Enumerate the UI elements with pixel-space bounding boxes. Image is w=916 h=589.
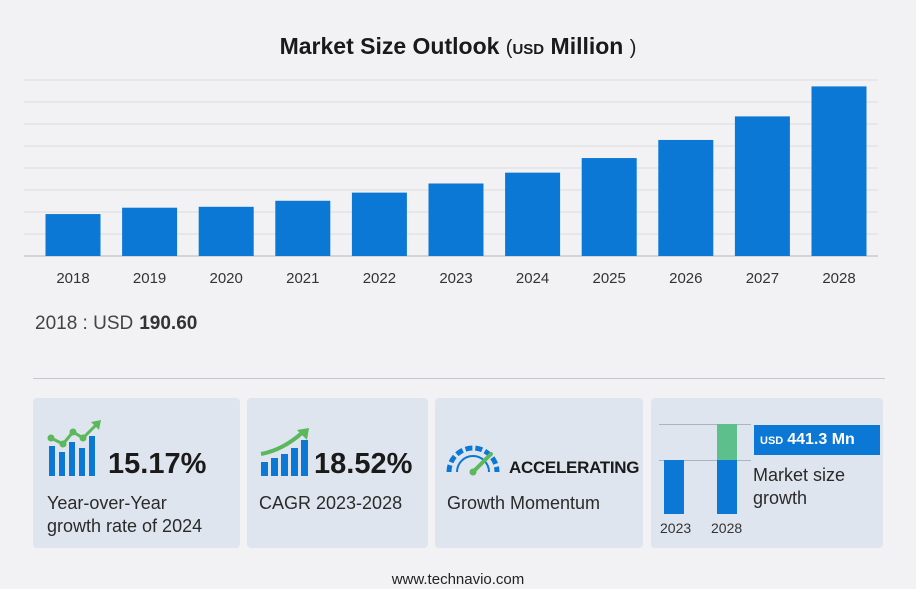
x-tick-label-2028: 2028 [822, 270, 855, 287]
bar-2023 [664, 460, 684, 514]
bar-2024 [505, 172, 561, 256]
yoy-value: 15.17% [108, 448, 207, 480]
bar-2020 [198, 206, 254, 256]
year-start-label: 2023 [660, 520, 692, 536]
cagr-label: CAGR 2023-2028 [259, 493, 403, 513]
yoy-line1: Year-over-Year [47, 493, 167, 513]
x-tick-label-2024: 2024 [516, 270, 549, 287]
momentum-value: ACCELERATING [509, 458, 640, 477]
base-year-label: 2018 : USD [35, 313, 134, 334]
title-close-paren: ) [629, 37, 637, 59]
x-tick-label-2022: 2022 [363, 270, 396, 287]
bar-2028-base [717, 460, 737, 514]
bar-2018 [45, 214, 101, 256]
market-growth-card: 2023 2028 USD 441.3 Mn Market size growth [651, 398, 883, 548]
bar-2026 [658, 139, 714, 256]
title-main: Market Size Outlook [279, 33, 500, 59]
title-unit-prefix: USD [512, 41, 545, 58]
divider [33, 378, 885, 379]
bar-2027 [734, 116, 790, 256]
speedometer-icon [446, 445, 500, 476]
base-guide-line [659, 460, 751, 461]
yoy-line2: growth rate of 2024 [47, 516, 203, 536]
base-year-value: 190.60 [139, 313, 198, 334]
title-open-paren: ( [505, 37, 513, 59]
x-tick-label-2020: 2020 [210, 270, 243, 287]
bar-2023 [428, 183, 484, 256]
base-year-info: 2018 : USD 190.60 [35, 313, 197, 335]
momentum-card: ACCELERATING Growth Momentum [435, 398, 643, 548]
market-growth-line1: Market size [753, 465, 846, 485]
bar-chart: 2018 2019 2020 2021 2022 2023 2024 2025 2026 2027… [24, 79, 878, 287]
x-tick-label-2026: 2026 [669, 270, 702, 287]
bar-2028-growth [717, 424, 737, 460]
growth-chart-icon [47, 420, 101, 476]
x-tick-label-2027: 2027 [746, 270, 779, 287]
yoy-card: 15.17% Year-over-Year growth rate of 202… [33, 398, 240, 548]
bar-2022 [351, 192, 407, 256]
year-end-label: 2028 [711, 520, 743, 536]
growth-value-badge: USD 441.3 Mn [754, 425, 880, 455]
momentum-label: Growth Momentum [447, 493, 601, 513]
growth-value: 441.3 Mn [787, 431, 855, 448]
chart-title: Market Size Outlook (USD Million ) [0, 33, 916, 60]
top-guide-line [659, 424, 751, 425]
bar-2025 [581, 158, 637, 256]
x-tick-label-2019: 2019 [133, 270, 166, 287]
growth-unit-prefix: USD [760, 435, 784, 447]
market-growth-line2: growth [753, 488, 808, 508]
x-tick-label-2025: 2025 [593, 270, 626, 287]
bar-2028 [811, 86, 867, 256]
x-tick-label-2023: 2023 [439, 270, 472, 287]
x-tick-label-2018: 2018 [56, 270, 89, 287]
cagr-card: 18.52% CAGR 2023-2028 [247, 398, 428, 548]
title-unit: Million [550, 33, 624, 59]
cagr-value: 18.52% [314, 448, 413, 480]
bar-2019 [122, 207, 178, 256]
footer-url: www.technavio.com [391, 571, 525, 588]
cagr-trend-icon [260, 428, 309, 476]
bar-2021 [275, 200, 331, 256]
x-tick-label-2021: 2021 [286, 270, 319, 287]
